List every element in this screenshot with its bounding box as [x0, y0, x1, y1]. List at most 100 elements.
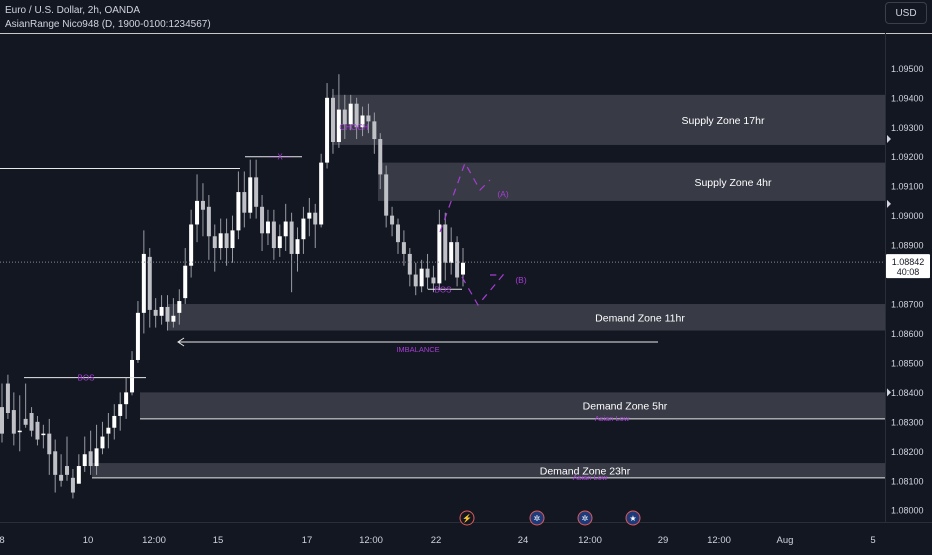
price-tick-label: 1.08300	[891, 417, 924, 427]
candle-body	[342, 109, 347, 125]
price-tick-label: 1.08700	[891, 300, 924, 310]
candle-body	[366, 115, 371, 122]
candle-body	[230, 230, 235, 249]
price-tick-label: 1.08100	[891, 476, 924, 486]
candle-body	[443, 224, 448, 263]
candle-body	[248, 177, 253, 213]
candle-body	[265, 221, 270, 234]
zone-label: Demand Zone 11hr	[595, 312, 685, 324]
price-tick-label: 1.09500	[891, 64, 924, 74]
price-tick-label: 1.08400	[891, 388, 924, 398]
candle-body	[130, 359, 135, 393]
candle-body	[183, 265, 188, 299]
candle-body	[88, 451, 93, 467]
candle-body	[224, 233, 229, 249]
candle-body	[124, 392, 129, 405]
candle-body	[212, 236, 217, 249]
zone-label: Supply Zone 17hr	[682, 115, 765, 127]
indicator-legend[interactable]: AsianRange Nico948 (D, 1900-0100:1234567…	[5, 19, 211, 30]
symbol-title: Euro / U.S. Dollar, 2h, OANDA	[5, 5, 141, 16]
candle-body	[336, 109, 341, 142]
eu-event-icon[interactable]	[529, 510, 545, 526]
candle-body	[431, 277, 436, 284]
candle-body	[5, 383, 10, 414]
bos-right-label: BOS	[435, 285, 452, 294]
lightning-event-icon[interactable]	[459, 510, 475, 526]
candle-body	[372, 121, 377, 140]
candle-body	[236, 192, 241, 231]
candle-body	[118, 404, 123, 416]
candle-body	[177, 301, 182, 313]
candle-body	[360, 115, 365, 128]
price-tick-label: 1.08600	[891, 329, 924, 339]
candle-body	[461, 262, 465, 275]
price-readout-box[interactable]	[886, 254, 930, 279]
candle-body	[437, 224, 442, 284]
time-tick-label: 22	[431, 535, 442, 546]
time-tick-label: 15	[213, 535, 224, 546]
time-tick-label: 12:00	[707, 535, 731, 546]
candle-body	[0, 407, 4, 434]
candle-body	[271, 221, 276, 249]
currency-button[interactable]: USD	[885, 2, 927, 24]
candle-body	[195, 200, 200, 225]
candle-body	[354, 103, 359, 128]
candle-body	[76, 466, 81, 484]
candle-body	[301, 218, 306, 240]
zone-label: Demand Zone 5hr	[583, 401, 668, 413]
candle-body	[425, 268, 430, 278]
time-tick-label: 12:00	[359, 535, 383, 546]
candle-body	[200, 200, 205, 210]
price-tick-label: 1.09200	[891, 152, 924, 162]
candle-body	[455, 242, 460, 278]
time-tick-label: 10	[83, 535, 94, 546]
x-mark-label: ---X---	[269, 153, 291, 162]
us-event-icon[interactable]	[625, 510, 641, 526]
eu-us-event-icon[interactable]	[577, 510, 593, 526]
candle-body	[41, 433, 46, 436]
time-tick-label: Aug	[777, 535, 794, 546]
asian-low-label: Asian Low	[595, 414, 630, 423]
projection-a-label: (A)	[497, 189, 509, 199]
price-tick-label: 1.08900	[891, 241, 924, 251]
candle-body	[242, 192, 247, 213]
price-tick-label: 1.09100	[891, 182, 924, 192]
candle-body	[135, 312, 140, 360]
candle-body	[407, 253, 412, 275]
zone-rect	[378, 162, 885, 201]
candle-body	[330, 97, 335, 142]
projection-b-path	[461, 274, 505, 307]
candle-body	[295, 239, 300, 254]
candle-body	[165, 306, 170, 322]
candle-body	[390, 215, 395, 225]
price-tick-label: 1.09000	[891, 211, 924, 221]
candle-body	[413, 274, 418, 287]
candle-body	[277, 236, 282, 249]
axis-marker-icon	[887, 135, 891, 144]
candle-body	[17, 430, 22, 433]
zone-rect	[140, 392, 885, 419]
candle-body	[65, 466, 70, 475]
candle-body	[313, 212, 318, 225]
candle-body	[11, 410, 16, 434]
asian-low-label: Asian Low	[573, 473, 608, 482]
zone-rect	[92, 463, 885, 478]
candle-body	[106, 427, 111, 434]
candle-body	[153, 309, 158, 316]
candle-body	[378, 139, 383, 175]
candle-body	[47, 433, 52, 455]
eu-us-event-icon-glyph: ✲	[582, 514, 589, 523]
candle-body	[260, 206, 265, 234]
price-readout-countdown: 40:08	[897, 267, 920, 277]
time-tick-label: 5	[870, 535, 875, 546]
price-tick-label: 1.09300	[891, 123, 924, 133]
zone-rect	[168, 304, 885, 331]
candle-body	[189, 224, 194, 266]
time-tick-label: 12:00	[142, 535, 166, 546]
time-tick-label: 29	[658, 535, 669, 546]
imbalance-arrowhead	[177, 337, 185, 347]
choch-label: CHOCH	[339, 123, 369, 132]
candle-body	[325, 97, 330, 163]
